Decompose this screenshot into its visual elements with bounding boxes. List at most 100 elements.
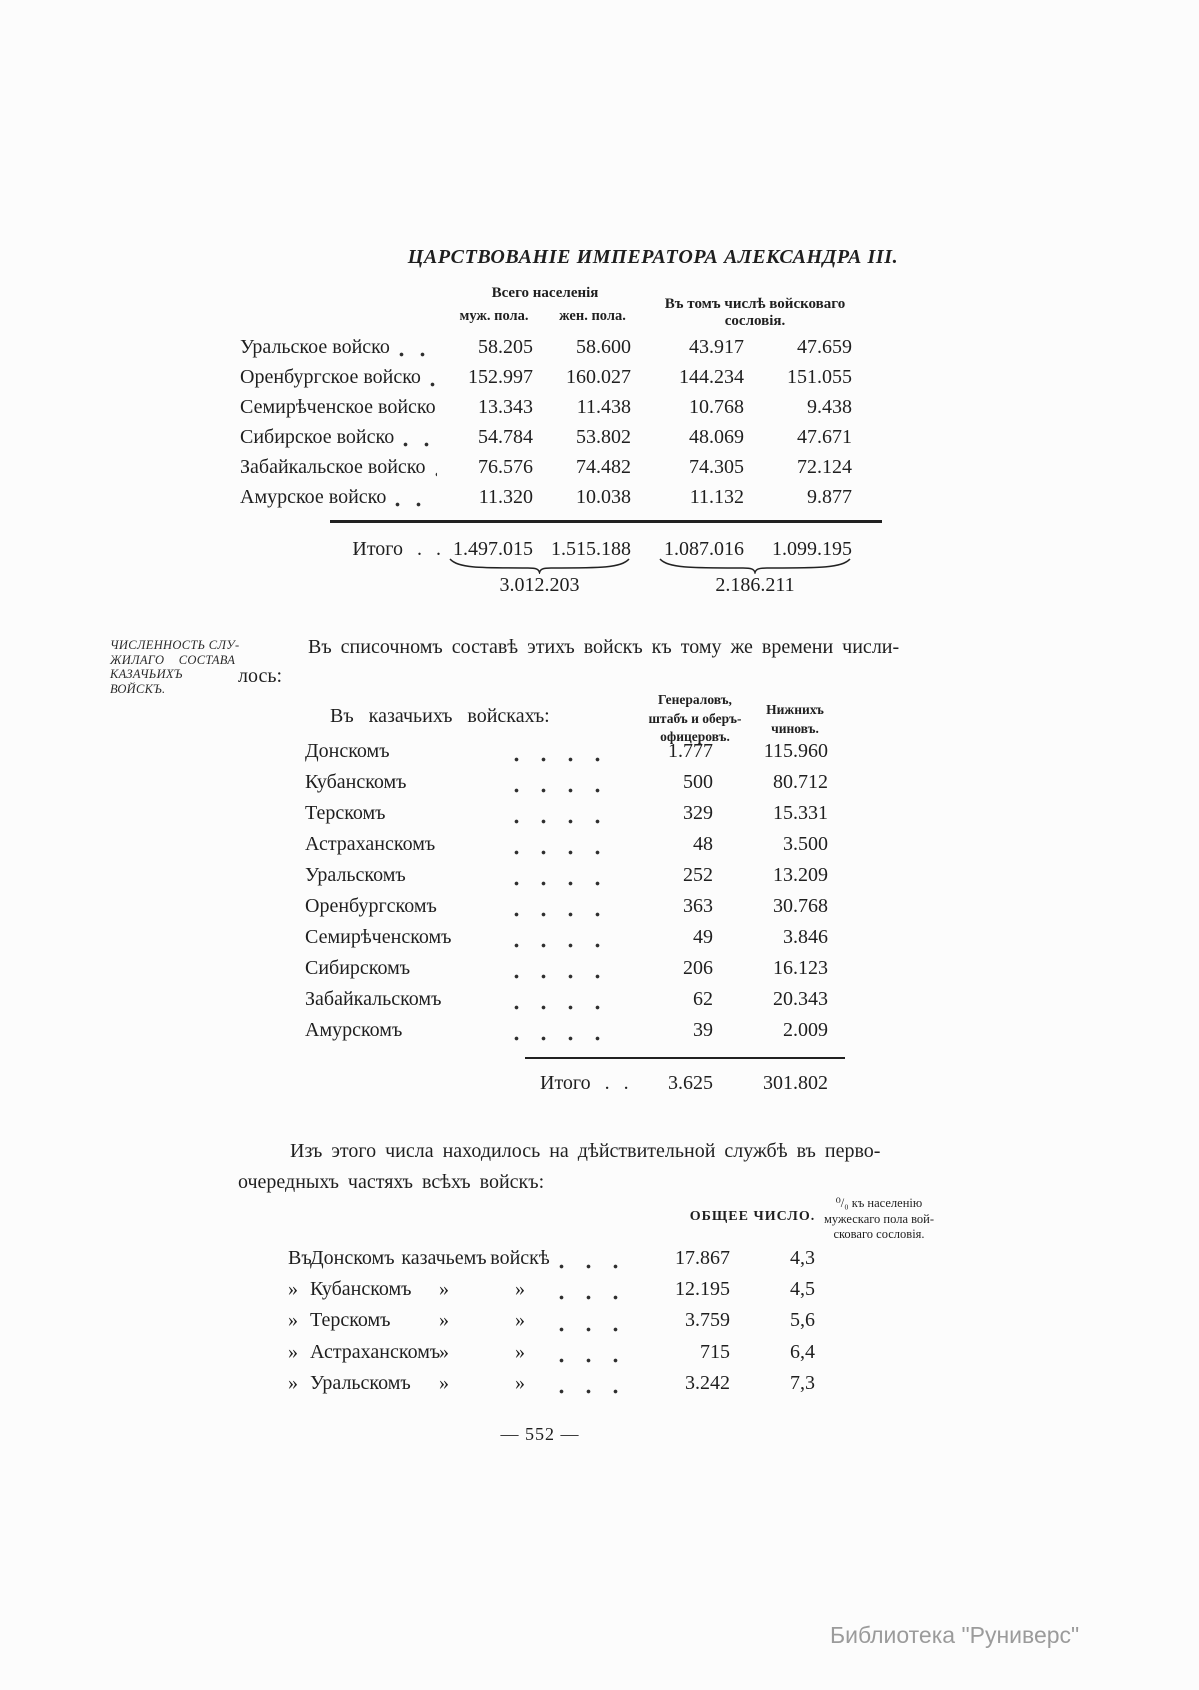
female-value: 11.438 <box>576 396 631 418</box>
officers-value: 252 <box>683 864 713 886</box>
total-label: Итого . . <box>540 1072 629 1094</box>
male-value: 76.576 <box>478 456 533 478</box>
percent-column-header: ⁰/₀ къ населенію мужескаго пола вой- ско… <box>800 1196 958 1243</box>
total-female: 1.515.188 <box>551 538 631 560</box>
lower-ranks-value: 13.209 <box>773 864 828 886</box>
header-line: штабъ и оберъ- <box>648 710 742 726</box>
officers-value: 206 <box>683 957 713 979</box>
female-column-header: жен. пола. <box>559 308 626 324</box>
male-value: 13.343 <box>478 396 533 418</box>
percent-value: 4,5 <box>790 1278 815 1301</box>
lower-ranks-value: 16.123 <box>773 957 828 979</box>
number-value: 715 <box>700 1340 730 1363</box>
mil-male-value: 11.132 <box>689 486 744 508</box>
mil-female-value: 47.671 <box>797 426 852 448</box>
female-value: 160.027 <box>566 366 631 388</box>
dot-leader <box>514 943 613 948</box>
host-name: Донскомъ <box>305 740 390 762</box>
military-grand-total: 2.186.211 <box>715 574 795 596</box>
total-number-column-header: ОБЩЕЕ ЧИСЛО. <box>689 1209 816 1224</box>
dot-leader <box>514 757 613 762</box>
page-title: ЦАРСТВОВАНІЕ ИМПЕРАТОРА АЛЕКСАНДРА III. <box>407 246 899 268</box>
host-name: Кубанскомъ <box>310 1278 412 1301</box>
lower-ranks-value: 80.712 <box>773 771 828 793</box>
female-value: 53.802 <box>576 426 631 448</box>
dot-leader <box>559 1388 623 1394</box>
table-row: Забайкальское войско 76.576 74.482 74.30… <box>240 452 852 482</box>
watermark: Библиотека "Руниверс" <box>830 1622 1080 1648</box>
header-line: чиновъ. <box>771 720 819 736</box>
table-row: » Кубанскомъ » » 12.195 4,5 <box>288 1274 815 1305</box>
table-row: Въ Донскомъ казачьемъ войскѣ 17.867 4,3 <box>288 1243 815 1274</box>
host-name: Астраханскомъ <box>305 833 436 855</box>
roster-rows: Донскомъ 1.777 115.960 Кубанскомъ 500 80… <box>305 736 828 1046</box>
table-row: Семирѣченскомъ 49 3.846 <box>305 922 828 953</box>
dot-leader <box>559 1264 623 1270</box>
header-line: Нижнихъ <box>766 702 824 717</box>
total-label: Итого . . <box>352 538 441 560</box>
percent-value: 4,3 <box>790 1247 815 1269</box>
host-name: Астраханскомъ <box>310 1340 441 1363</box>
dot-leader <box>514 912 613 917</box>
dot-leader <box>514 850 613 855</box>
intro-paragraph: Въ списочномъ составѣ этихъ войскъ къ то… <box>238 633 900 691</box>
dot-leader <box>398 352 437 357</box>
total-rule <box>330 520 882 523</box>
population-group-header: Всего населенія <box>491 285 599 301</box>
ditto-mark: » <box>515 1309 525 1332</box>
dot-leader <box>514 1005 613 1010</box>
table-row: Уральское войско 58.205 58.600 43.917 47… <box>240 332 852 362</box>
ditto-mark: казачьемъ <box>401 1247 487 1269</box>
dot-leader <box>434 472 437 477</box>
male-value: 152.997 <box>468 366 533 388</box>
table-row: Астраханскомъ 48 3.500 <box>305 829 828 860</box>
mil-male-value: 48.069 <box>689 426 744 448</box>
row-prefix: » <box>288 1278 298 1301</box>
officers-value: 329 <box>683 802 713 824</box>
host-name: Сибирскомъ <box>305 957 411 979</box>
roster-table-label: Въ казачьихъ войскахъ: <box>330 705 550 727</box>
table-row: Оренбургскомъ 363 30.768 <box>305 891 828 922</box>
total-male: 1.497.015 <box>453 538 533 560</box>
table-row: Сибирское войско 54.784 53.802 48.069 47… <box>240 422 852 452</box>
host-name: Терскомъ <box>310 1309 391 1332</box>
mil-female-value: 151.055 <box>787 366 852 388</box>
dot-leader <box>514 1036 613 1041</box>
dot-leader <box>395 502 437 507</box>
number-value: 3.759 <box>685 1309 730 1332</box>
lower-ranks-value: 3.500 <box>783 833 828 855</box>
page-number: — 552 — <box>500 1424 580 1444</box>
host-name: Забайкальское войско <box>240 456 426 478</box>
officers-value: 500 <box>683 771 713 793</box>
dot-leader <box>514 788 613 793</box>
officers-value: 39 <box>693 1019 713 1041</box>
header-line: сковаго сословія. <box>833 1227 925 1241</box>
roster-total-row: Итого . . 3.625 301.802 <box>305 1068 828 1099</box>
host-name: Семирѣченскомъ <box>305 926 452 948</box>
underbrace <box>659 558 851 574</box>
margin-note-line: ЧИСЛЕННОСТЬ СЛУ- <box>110 638 240 652</box>
officers-value: 363 <box>683 895 713 917</box>
lower-ranks-value: 115.960 <box>763 740 828 762</box>
paragraph-line: Изъ этого числа находилось на дѣйствител… <box>290 1140 881 1162</box>
officers-value: 48 <box>693 833 713 855</box>
host-name: Уральское войско <box>240 336 390 358</box>
male-column-header: муж. пола. <box>459 308 529 324</box>
number-value: 3.242 <box>685 1371 730 1394</box>
table-row: Терскомъ 329 15.331 <box>305 798 828 829</box>
table-row: Забайкальскомъ 62 20.343 <box>305 984 828 1015</box>
header-line: Генераловъ, <box>658 692 732 707</box>
ditto-mark: » <box>439 1309 449 1332</box>
mil-female-value: 9.438 <box>807 396 852 418</box>
table-row: Амурскомъ 39 2.009 <box>305 1015 828 1046</box>
host-name: Кубанскомъ <box>305 771 407 793</box>
host-name: Забайкальскомъ <box>305 988 442 1010</box>
mil-male-value: 10.768 <box>689 396 744 418</box>
table-row: Сибирскомъ 206 16.123 <box>305 953 828 984</box>
header-line: офицеровъ. <box>660 729 730 744</box>
dot-leader <box>514 819 613 824</box>
mil-male-value: 74.305 <box>689 456 744 478</box>
lower-ranks-value: 2.009 <box>783 1019 828 1041</box>
paragraph-line: Въ списочномъ составѣ этихъ войскъ къ то… <box>308 636 900 658</box>
dot-leader <box>514 881 613 886</box>
